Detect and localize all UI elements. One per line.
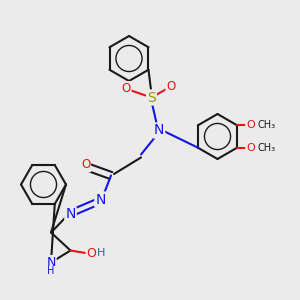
Text: N: N xyxy=(154,124,164,137)
Text: N: N xyxy=(46,256,56,269)
Text: N: N xyxy=(65,208,76,221)
Text: H: H xyxy=(97,248,105,259)
Text: CH₃: CH₃ xyxy=(258,143,276,153)
Text: O: O xyxy=(246,120,255,130)
Text: O: O xyxy=(81,158,90,172)
Text: O: O xyxy=(246,143,255,153)
Text: O: O xyxy=(87,247,96,260)
Text: N: N xyxy=(95,193,106,206)
Text: S: S xyxy=(147,91,156,104)
Text: O: O xyxy=(122,82,130,95)
Text: H: H xyxy=(47,266,54,276)
Text: O: O xyxy=(167,80,176,94)
Text: CH₃: CH₃ xyxy=(258,120,276,130)
